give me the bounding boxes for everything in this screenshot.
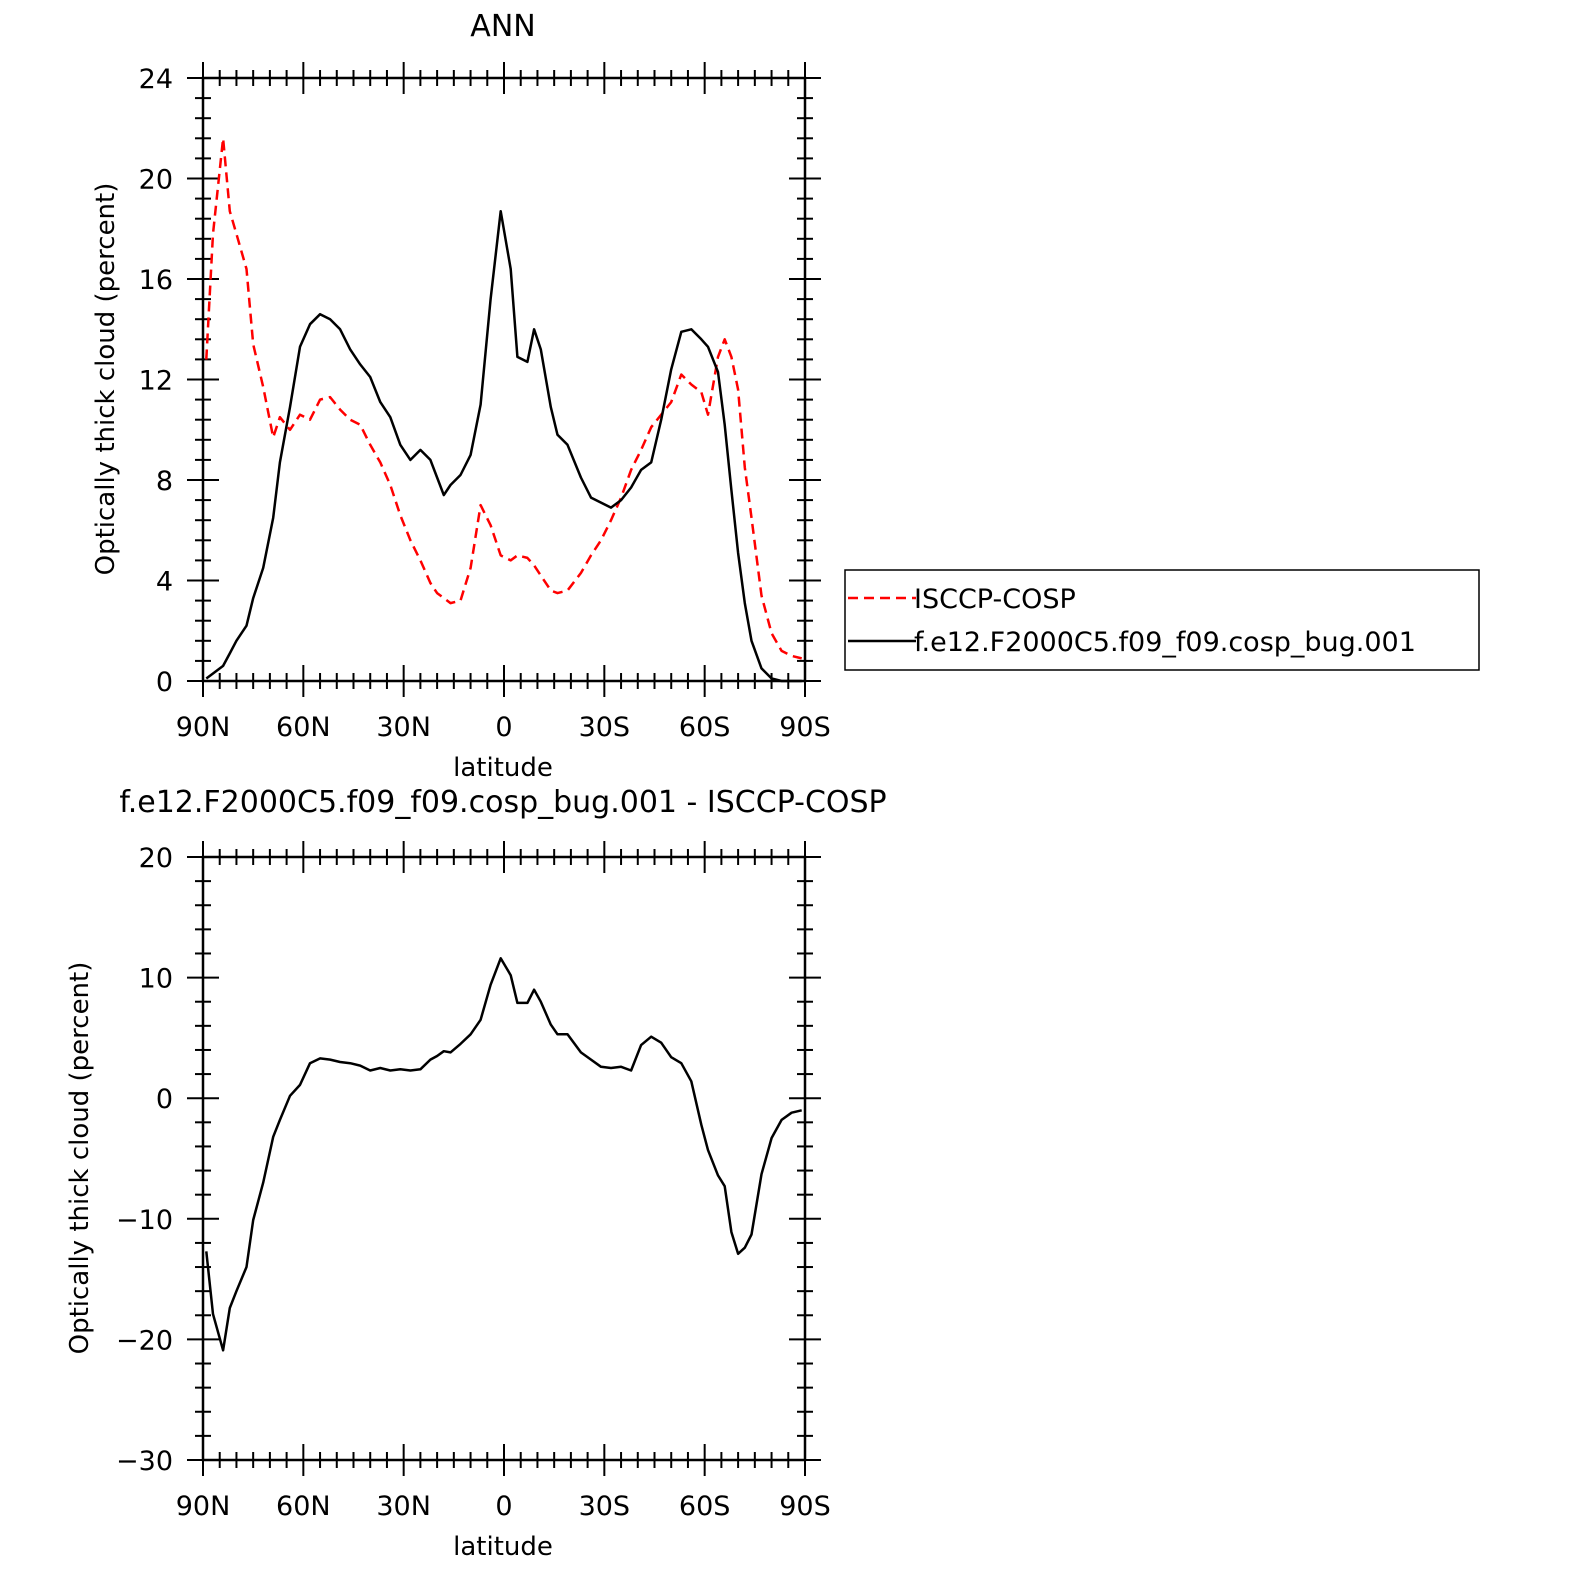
x-tick-label: 60N <box>276 1491 331 1522</box>
top-chart-y-axis-label: Optically thick cloud (percent) <box>91 183 121 576</box>
y-tick-label: −20 <box>116 1325 173 1356</box>
bottom-chart-series <box>205 957 802 1352</box>
x-tick-label: 60N <box>276 712 331 743</box>
y-tick-label: 10 <box>139 964 173 995</box>
bottom-chart-x-axis-label: latitude <box>453 1532 553 1562</box>
y-tick-label: 0 <box>156 1084 173 1115</box>
x-tick-label: 30S <box>579 1491 631 1522</box>
x-tick-label: 30S <box>579 712 631 743</box>
y-tick-label: −10 <box>116 1205 173 1236</box>
y-tick-label: −30 <box>116 1446 173 1477</box>
bottom-chart: f.e12.F2000C5.f09_f09.cosp_bug.001 - ISC… <box>65 785 887 1562</box>
x-tick-label: 30N <box>376 1491 431 1522</box>
top-chart-x-axis-label: latitude <box>453 753 553 783</box>
top-chart-axes: 0 4 8 12 16 20 24 90N 60N 30N 0 30S 60S 90S <box>139 62 831 743</box>
top-chart: ANN 0 4 8 12 16 20 24 90N 60N 30N 0 30S 60S 90S Optic… <box>91 9 1480 783</box>
legend-label-model: f.e12.F2000C5.f09_f09.cosp_bug.001 <box>914 627 1416 658</box>
legend-label-isccp-cosp: ISCCP-COSP <box>914 584 1076 615</box>
y-tick-label: 0 <box>156 667 173 698</box>
x-tick-label: 90N <box>176 712 231 743</box>
legend-box <box>844 569 1480 671</box>
y-tick-label: 4 <box>156 567 173 598</box>
x-tick-label: 60S <box>679 712 731 743</box>
x-tick-label: 0 <box>495 712 512 743</box>
plot-frame <box>201 76 807 683</box>
x-tick-label: 0 <box>495 1491 512 1522</box>
x-tick-label: 30N <box>376 712 431 743</box>
x-tick-label: 90N <box>176 1491 231 1522</box>
y-tick-label: 24 <box>139 64 173 95</box>
series-line-0 <box>205 957 802 1352</box>
bottom-chart-axes: −30 −20 −10 0 10 20 90N 60N 30N 0 30S 60S 90S <box>116 841 831 1522</box>
y-tick-label: 16 <box>139 265 173 296</box>
legend: ISCCP-COSP f.e12.F2000C5.f09_f09.cosp_bu… <box>844 569 1480 671</box>
y-tick-label: 20 <box>139 843 173 874</box>
top-chart-title: ANN <box>470 9 535 44</box>
plot-frame <box>201 855 807 1462</box>
series-line-0 <box>205 137 803 660</box>
y-tick-label: 12 <box>139 366 173 397</box>
y-tick-label: 20 <box>139 165 173 196</box>
series-line-1 <box>205 209 802 683</box>
x-tick-label: 60S <box>679 1491 731 1522</box>
y-tick-label: 8 <box>156 466 173 497</box>
top-chart-series <box>205 137 803 683</box>
bottom-chart-y-axis-label: Optically thick cloud (percent) <box>65 962 95 1355</box>
bottom-chart-title: f.e12.F2000C5.f09_f09.cosp_bug.001 - ISC… <box>119 785 886 820</box>
x-tick-label: 90S <box>779 1491 831 1522</box>
x-tick-label: 90S <box>779 712 831 743</box>
